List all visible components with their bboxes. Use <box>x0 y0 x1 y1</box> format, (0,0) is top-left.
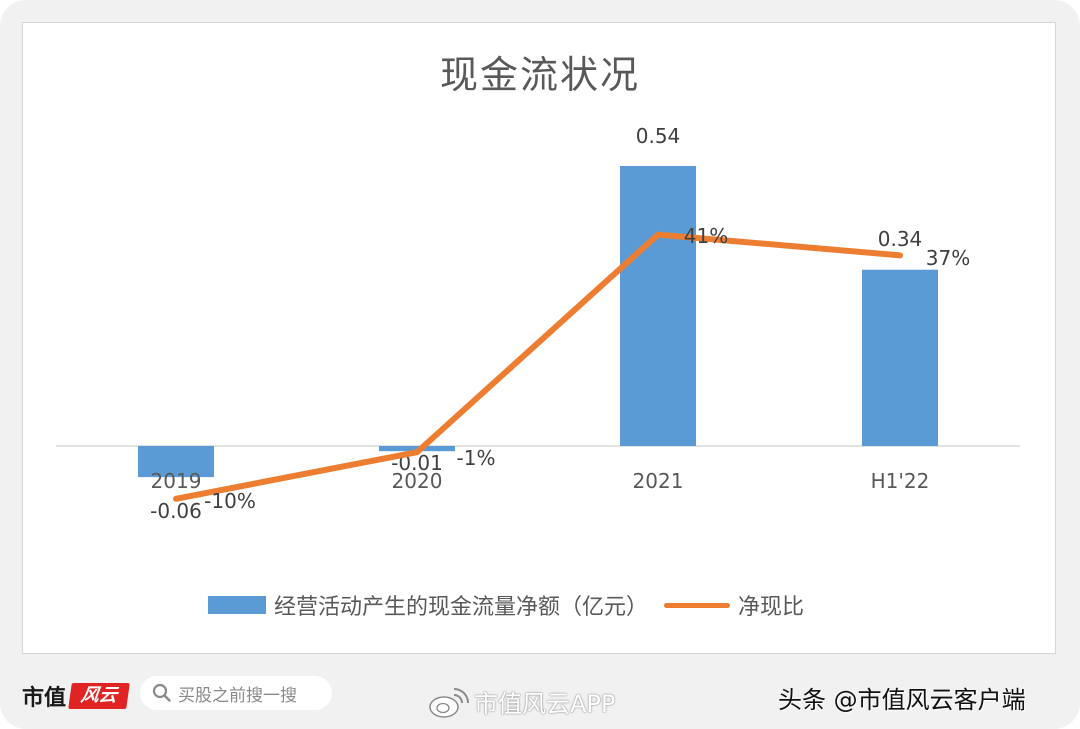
x-tick-label: 2021 <box>633 469 684 493</box>
weibo-text: 市值风云APP <box>474 690 616 718</box>
chart-title: 现金流状况 <box>439 53 640 97</box>
bar-series <box>138 166 938 478</box>
line-value-label: -1% <box>457 446 496 470</box>
legend-bar-swatch <box>208 596 266 614</box>
bar-value-label: -0.06 <box>150 499 202 523</box>
search-placeholder: 买股之前搜一搜 <box>178 685 297 706</box>
bar <box>138 446 214 478</box>
brand-text: 市值 <box>22 685 67 711</box>
search-box[interactable]: 买股之前搜一搜 <box>140 676 332 710</box>
bar-value-labels: -0.06-0.010.540.34 <box>150 124 922 523</box>
line-value-labels: -10% -1% 41% 37% <box>204 224 970 513</box>
weibo-icon <box>429 687 469 718</box>
weibo-watermark: 市值风云APP <box>428 684 615 719</box>
line-value-label: 37% <box>926 246 970 270</box>
legend-line-swatch <box>664 602 731 608</box>
brand-badge: 风云 <box>68 683 130 709</box>
brand-logo: 市值 风云 <box>22 680 130 712</box>
bar-value-label: 0.34 <box>878 227 923 251</box>
search-icon <box>152 683 171 702</box>
bar <box>620 166 696 446</box>
x-tick-label: 2019 <box>151 469 202 493</box>
legend-line-label: 净现比 <box>738 595 805 620</box>
bar-value-label: 0.54 <box>636 124 681 148</box>
line-value-label: 41% <box>684 224 728 248</box>
line-value-label: -10% <box>204 489 256 513</box>
x-axis-labels: 2019 2020 2021 H1'22 <box>151 469 930 493</box>
x-tick-label: 2020 <box>392 469 443 493</box>
bar <box>862 269 938 446</box>
legend: 经营活动产生的现金流量净额（亿元） 净现比 <box>208 588 804 622</box>
line-series <box>173 231 903 502</box>
toutiao-watermark: 头条 @市值风云客户端 <box>778 686 1026 714</box>
x-tick-label: H1'22 <box>871 469 930 493</box>
legend-bar-label: 经营活动产生的现金流量净额（亿元） <box>274 595 649 620</box>
